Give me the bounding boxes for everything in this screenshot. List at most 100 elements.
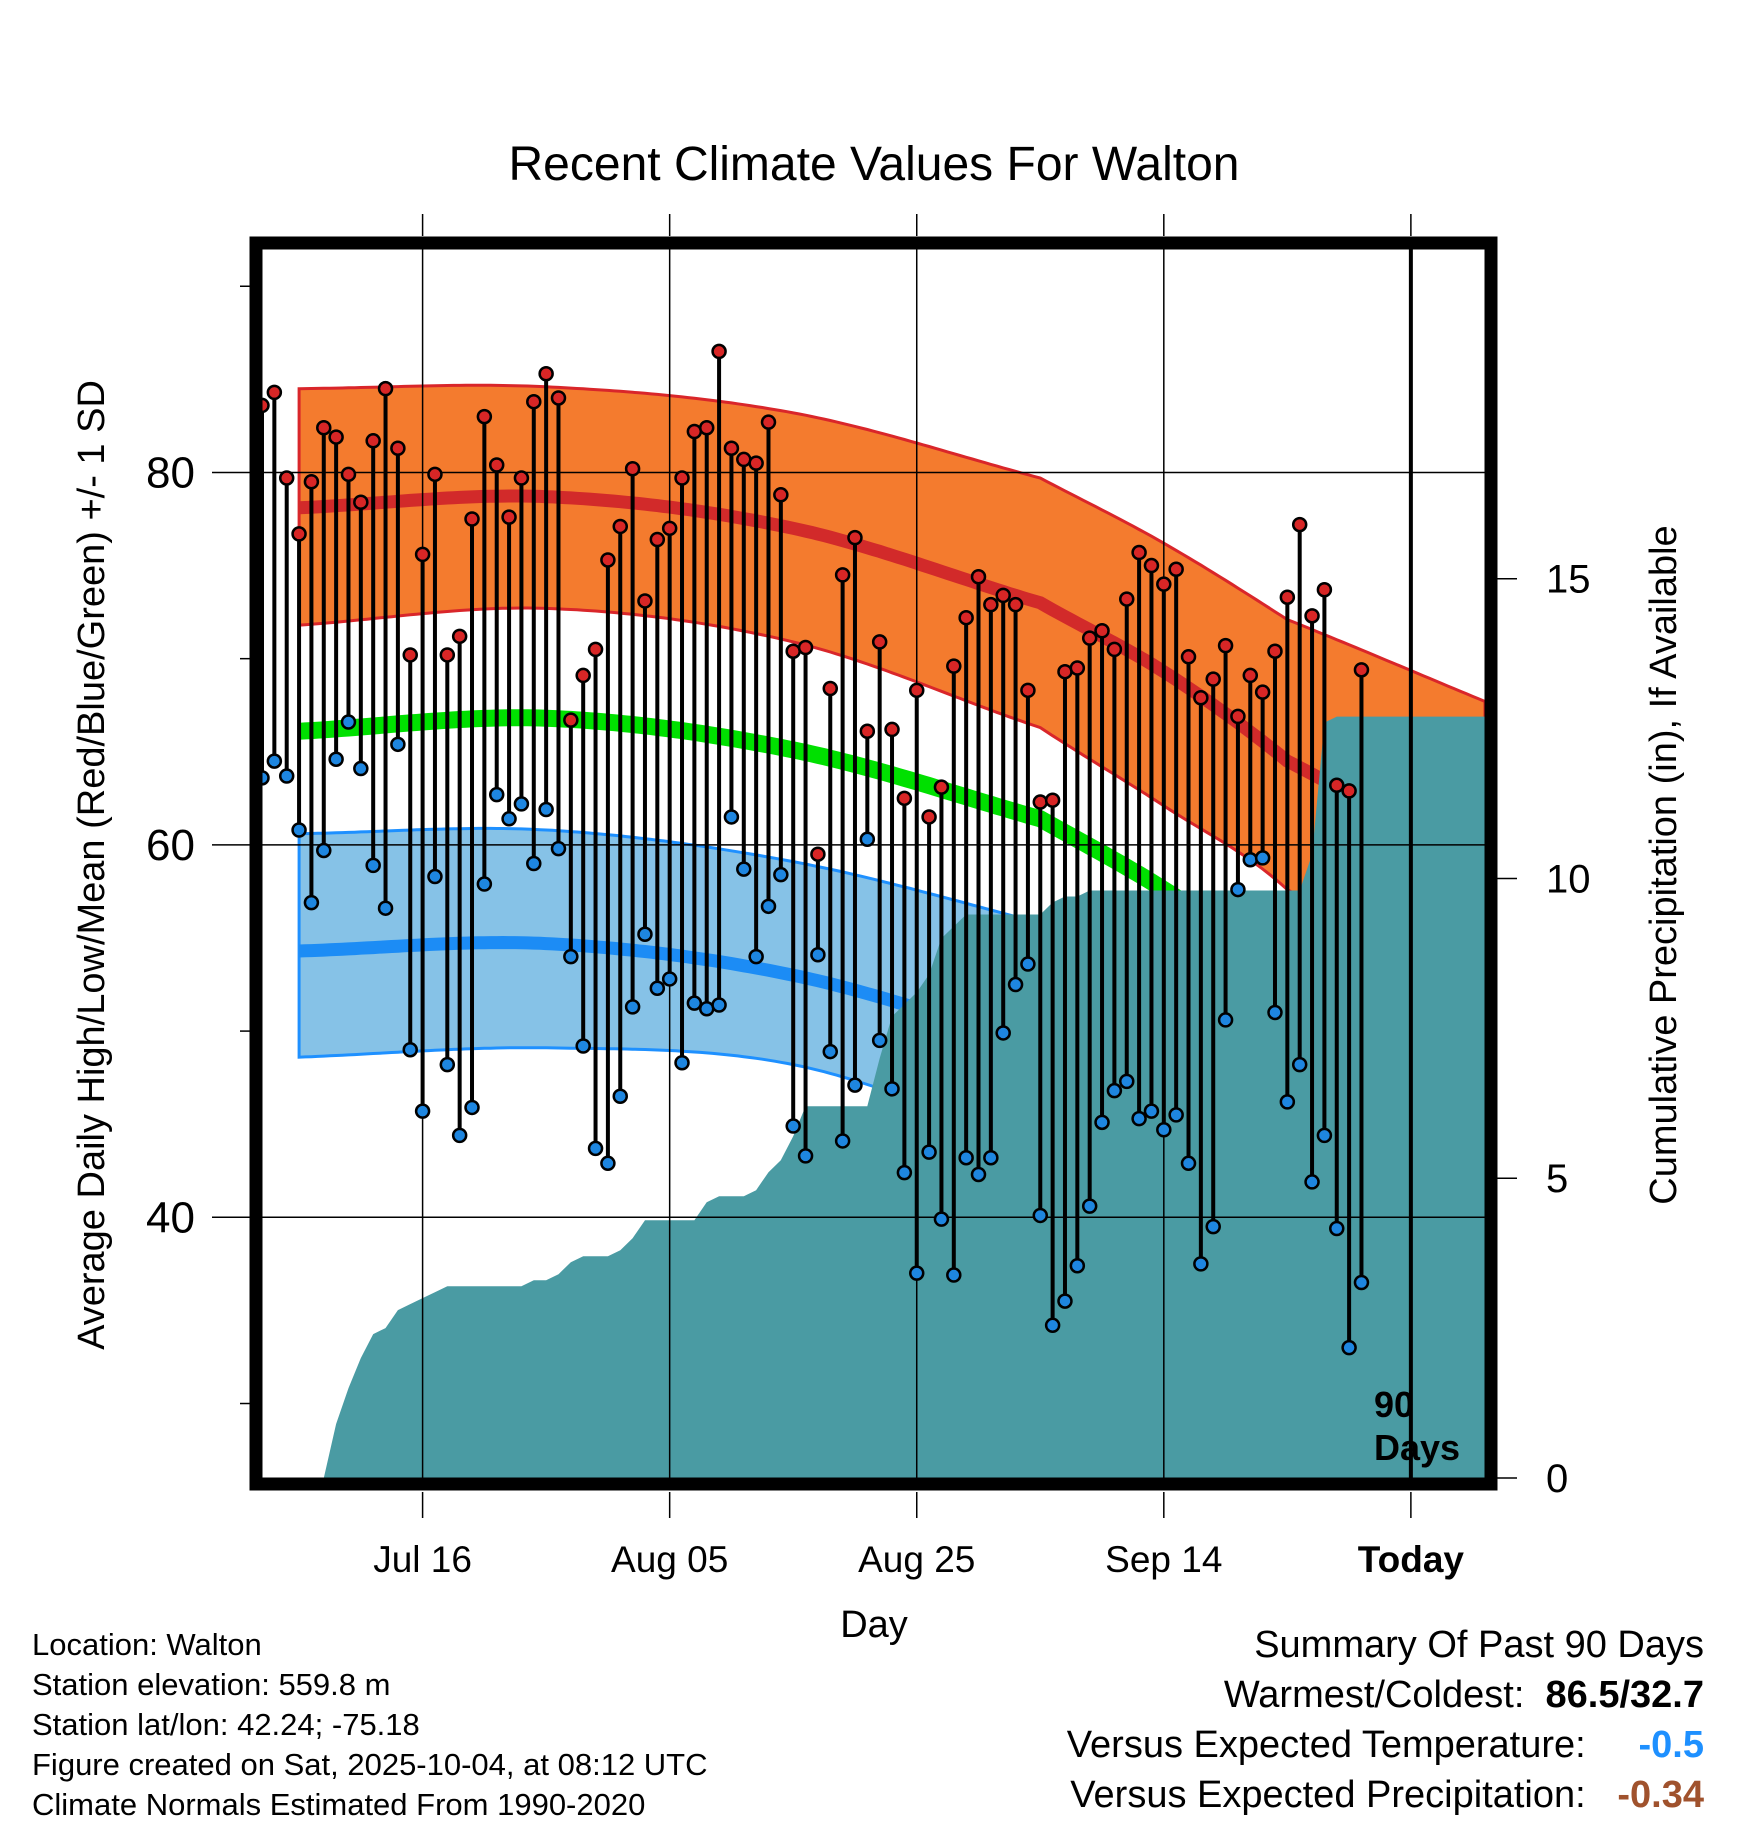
daily-low-point [600,1155,616,1172]
daily-low-point [1353,1274,1370,1291]
warm-cold-label: Warmest/Coldest: [1223,1674,1525,1716]
daily-high-point [1143,557,1160,574]
y-axis-right-label: Cumulative Precipitation (in), If Availa… [1643,525,1685,1204]
daily-low-point [1217,1012,1234,1028]
daily-high-point [538,366,554,382]
daily-high-point [464,511,480,527]
daily-low-point [262,770,270,786]
daily-low-point [637,926,653,943]
daily-low-point [896,1164,913,1181]
daily-high-point [1069,660,1086,676]
today-marker-label-2: Days [1374,1427,1460,1468]
daily-high-point [513,470,530,486]
precip-area [262,716,1485,1478]
daily-high-point [1291,516,1308,533]
daily-low-point [513,796,530,812]
daily-high-point [908,682,925,699]
daily-high-point [661,520,678,537]
daily-low-point [661,971,678,987]
x-axis-label: Day [840,1604,908,1646]
daily-low-point [587,1140,604,1157]
daily-high-point [946,658,962,674]
daily-high-point [1032,794,1049,810]
temp-label: Versus Expected Temperature: [1066,1724,1586,1766]
daily-high-point [1044,792,1061,808]
daily-high-point [624,460,641,477]
daily-low-point [427,868,443,885]
daily-high-point [884,721,900,738]
daily-low-point [1044,1317,1061,1334]
daily-high-point [526,393,542,410]
daily-high-point [1168,561,1184,578]
daily-high-point [402,647,418,663]
daily-high-point [723,440,740,456]
daily-high-point [266,384,283,401]
daily-low-point [649,980,666,997]
daily-low-point [538,801,554,818]
daily-high-point [1304,608,1320,624]
y-axis-left-label: Average Daily High/Low/Mean (Red/Blue/Gr… [71,380,113,1350]
daily-low-point [1267,1004,1283,1021]
daily-low-point [377,900,394,916]
daily-low-point [921,1144,937,1160]
daily-high-point [797,639,814,656]
daily-low-point [476,876,493,892]
daily-high-point [587,641,604,658]
daily-high-point [1217,637,1234,654]
daily-low-point [624,999,641,1015]
daily-low-point [303,894,320,911]
temp-value: -0.5 [1638,1724,1704,1766]
summary-warm-cold: Warmest/Coldest: 86.5/32.7 [1067,1670,1704,1720]
daily-low-point [847,1077,863,1093]
daily-high-point [328,429,344,445]
daily-high-point [1329,777,1345,794]
daily-low-point [1316,1127,1333,1144]
daily-high-point [834,567,851,583]
daily-low-point [451,1127,468,1144]
y-right-tick-label: 0 [1546,1457,1568,1501]
daily-low-point [958,1149,974,1166]
y-right-tick-label: 10 [1546,857,1591,901]
daily-high-point [1267,643,1283,659]
daily-high-point [365,433,381,449]
daily-high-point [550,390,567,406]
elevation-text: Station elevation: 559.8 m [32,1667,391,1702]
daily-high-point [1094,622,1110,639]
daily-low-point [933,1211,950,1227]
cumulative-precip-area [262,716,1485,1478]
daily-high-point [859,723,876,740]
daily-high-point [933,779,950,795]
precip-value: -0.34 [1617,1774,1704,1816]
daily-high-point [649,531,666,548]
daily-low-point [1032,1207,1049,1224]
daily-high-point [439,647,456,663]
daily-high-point [1131,544,1147,561]
daily-high-point [1020,682,1036,699]
daily-low-point [526,855,542,872]
daily-high-point [563,712,579,728]
daily-low-point [1254,850,1271,866]
daily-low-point [464,1099,480,1116]
daily-high-point [1156,576,1172,592]
daily-high-point [600,552,616,568]
daily-low-point [1156,1122,1172,1138]
daily-high-point [958,609,974,626]
daily-high-point [822,680,839,697]
daily-high-point [1106,641,1123,658]
daily-high-point [1279,589,1296,605]
daily-low-point [1007,976,1024,993]
daily-low-point [1168,1107,1184,1123]
summary-temp: Versus Expected Temperature: -0.5 [1067,1720,1704,1770]
daily-high-point [1353,662,1370,678]
daily-low-point [859,831,876,848]
daily-high-point [785,643,801,659]
daily-high-point [773,487,789,503]
daily-low-point [563,948,579,965]
daily-low-point [439,1056,456,1073]
daily-low-point [1291,1056,1308,1073]
daily-high-point [451,628,468,645]
daily-low-point [1341,1339,1357,1356]
daily-low-point [1180,1155,1197,1172]
daily-high-point [1180,649,1197,665]
